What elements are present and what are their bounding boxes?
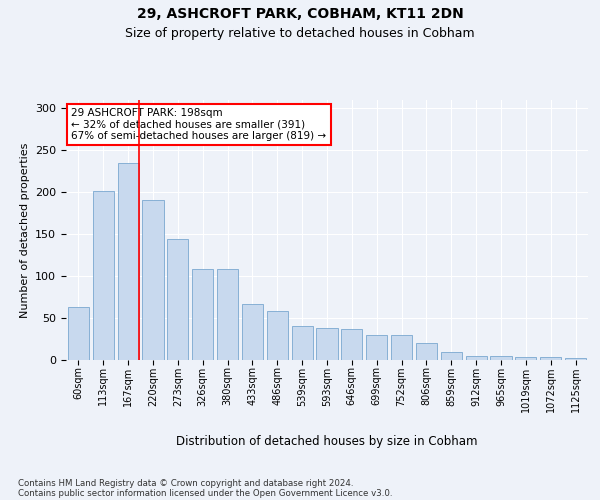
Bar <box>267 310 288 360</box>
Bar <box>167 239 188 360</box>
Bar <box>466 356 487 360</box>
Bar <box>490 356 512 360</box>
Bar <box>391 335 412 360</box>
Bar <box>292 326 313 360</box>
Bar <box>515 356 536 360</box>
Text: Distribution of detached houses by size in Cobham: Distribution of detached houses by size … <box>176 435 478 448</box>
Bar <box>118 163 139 360</box>
Bar <box>142 200 164 360</box>
Text: Contains HM Land Registry data © Crown copyright and database right 2024.: Contains HM Land Registry data © Crown c… <box>18 478 353 488</box>
Text: Contains public sector information licensed under the Open Government Licence v3: Contains public sector information licen… <box>18 488 392 498</box>
Text: 29, ASHCROFT PARK, COBHAM, KT11 2DN: 29, ASHCROFT PARK, COBHAM, KT11 2DN <box>137 8 463 22</box>
Bar <box>316 328 338 360</box>
Bar <box>565 358 586 360</box>
Bar <box>416 343 437 360</box>
Bar <box>217 270 238 360</box>
Text: 29 ASHCROFT PARK: 198sqm
← 32% of detached houses are smaller (391)
67% of semi-: 29 ASHCROFT PARK: 198sqm ← 32% of detach… <box>71 108 326 141</box>
Bar <box>93 190 114 360</box>
Y-axis label: Number of detached properties: Number of detached properties <box>20 142 29 318</box>
Bar <box>68 307 89 360</box>
Bar <box>192 270 213 360</box>
Bar <box>441 352 462 360</box>
Bar <box>366 335 387 360</box>
Text: Size of property relative to detached houses in Cobham: Size of property relative to detached ho… <box>125 28 475 40</box>
Bar <box>341 329 362 360</box>
Bar <box>242 304 263 360</box>
Bar <box>540 358 561 360</box>
